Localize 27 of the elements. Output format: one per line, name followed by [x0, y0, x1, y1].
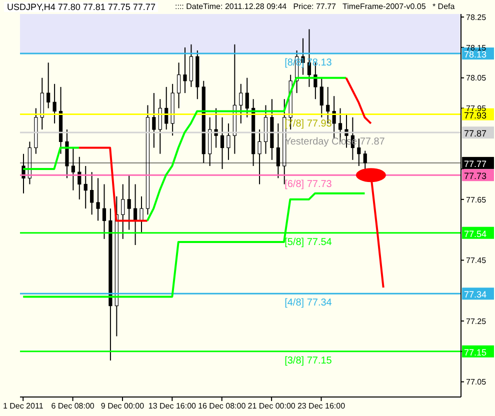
x-tick-label: 16 Dec 08:00	[198, 402, 246, 411]
x-tick-label: 9 Dec 00:00	[100, 402, 145, 411]
chart-title: USDJPY,H4 77.80 77.81 77.75 77.77	[4, 2, 158, 12]
y2-tick-label: 77.93	[464, 110, 487, 120]
x-tick-label: 6 Dec 08:00	[51, 402, 95, 411]
x-tick-label: 23 Dec 16:00	[297, 402, 346, 411]
y2-tick-label: 77.34	[464, 290, 487, 300]
y-tick-label: 77.65	[466, 195, 487, 204]
y-tick-label: 78.25	[466, 12, 487, 22]
y2-tick-label: 77.77	[464, 158, 487, 169]
y-tick-label: 78.05	[466, 74, 487, 83]
y2-tick-label: 78.13	[464, 50, 487, 60]
y2-tick-label: 77.54	[464, 228, 487, 239]
y2-tick-label: 77.87	[464, 128, 487, 139]
y-tick-label: 77.45	[466, 256, 487, 266]
y-tick-label: 77.05	[466, 378, 487, 387]
chart-subtitle: :::: DateTime: 2011.12.28 09:44 Price: 77.77 TimeFrame-2007-v0.05 * Defa	[175, 2, 455, 11]
y2-tick-label: 77.15	[464, 347, 487, 358]
ref-line-label: [4/8] 77.34	[284, 298, 332, 309]
ref-line-label: [3/8] 77.15	[284, 355, 332, 366]
x-tick-label: 13 Dec 16:00	[148, 402, 197, 411]
y-tick-label: 77.25	[466, 316, 487, 326]
ref-line-label: [5/8] 77.54	[284, 236, 332, 248]
x-tick-label: 1 Dec 2011	[2, 402, 44, 411]
x-tick-label: 21 Dec 00:00	[248, 402, 296, 411]
y2-tick-label: 77.73	[464, 171, 487, 182]
ref-line-label: [6/8] 77.73	[284, 179, 332, 190]
